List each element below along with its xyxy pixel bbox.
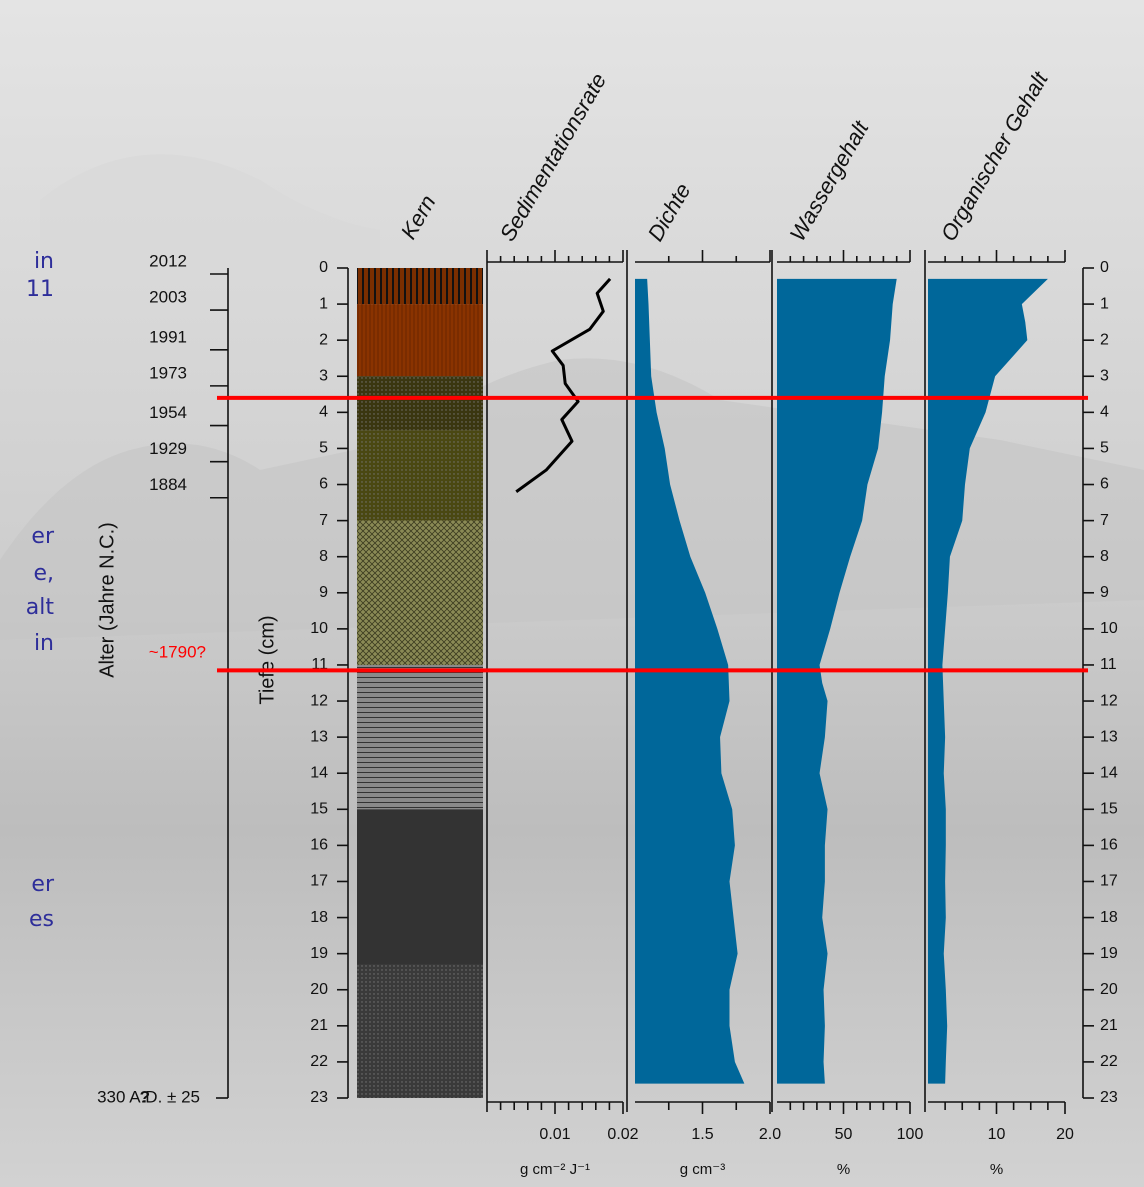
depth-tick-label: 19 bbox=[1100, 945, 1118, 962]
slide-text: in bbox=[34, 249, 54, 274]
slide-text: e, bbox=[33, 561, 54, 586]
unit-label: g cm⁻² J⁻¹ bbox=[520, 1161, 590, 1178]
core-layer-pattern bbox=[357, 964, 483, 1098]
depth-tick-label: 22 bbox=[310, 1053, 328, 1070]
unit-label: % bbox=[837, 1161, 850, 1178]
depth-tick-label: 4 bbox=[1100, 404, 1109, 421]
depth-tick-label: 13 bbox=[310, 728, 328, 745]
age-base-label: 330 A.D. ± 25 bbox=[97, 1087, 200, 1106]
depth-tick-label: 23 bbox=[310, 1089, 328, 1106]
depth-tick-label: 8 bbox=[319, 548, 328, 565]
slide-text: 11 bbox=[26, 277, 54, 302]
age-tick-label: 2003 bbox=[149, 288, 187, 307]
unit-label: % bbox=[990, 1161, 1003, 1178]
depth-tick-label: 7 bbox=[319, 512, 328, 529]
depth-tick-label: 21 bbox=[310, 1017, 328, 1034]
depth-tick-label: 16 bbox=[310, 837, 328, 854]
depth-tick-label: 10 bbox=[1100, 620, 1118, 637]
core-layer-pattern bbox=[357, 376, 483, 430]
depth-tick-label: 21 bbox=[1100, 1017, 1118, 1034]
depth-tick-label: 6 bbox=[319, 476, 328, 493]
depth-tick-label: 7 bbox=[1100, 512, 1109, 529]
depth-tick-label: 9 bbox=[1100, 584, 1109, 601]
core-layer-pattern bbox=[357, 521, 483, 665]
core-layer-pattern bbox=[357, 304, 483, 376]
slide-text: er bbox=[31, 524, 55, 549]
slide-text: es bbox=[29, 907, 54, 932]
depth-tick-label: 22 bbox=[1100, 1053, 1118, 1070]
chart: in11ere,altineres20122003199119731954192… bbox=[0, 0, 1144, 1187]
age-tick-label: 1973 bbox=[149, 363, 187, 382]
depth-tick-label: 0 bbox=[319, 259, 328, 276]
depth-tick-label: 10 bbox=[310, 620, 328, 637]
depth-tick-label: 11 bbox=[1100, 656, 1117, 673]
depth-tick-label: 2 bbox=[1100, 331, 1109, 348]
core-layer bbox=[357, 809, 483, 964]
page: {"chart_data": { "type": "stratigraphic"… bbox=[0, 0, 1144, 1187]
depth-tick-label: 12 bbox=[310, 692, 328, 709]
depth-tick-label: 16 bbox=[1100, 837, 1118, 854]
x-tick-label: 0.01 bbox=[539, 1126, 570, 1143]
age-tick-label: 1991 bbox=[149, 327, 187, 346]
age-axis-title: Alter (Jahre N.C.) bbox=[96, 522, 118, 678]
slide-text: alt bbox=[26, 595, 55, 620]
depth-tick-label: 15 bbox=[1100, 801, 1118, 818]
depth-tick-label: 19 bbox=[310, 945, 328, 962]
x-tick-label: 100 bbox=[897, 1126, 924, 1143]
slide-text: er bbox=[31, 872, 55, 897]
depth-tick-label: 2 bbox=[319, 331, 328, 348]
x-tick-label: 1.5 bbox=[691, 1126, 713, 1143]
depth-tick-label: 8 bbox=[1100, 548, 1109, 565]
core-layer-pattern bbox=[357, 665, 483, 809]
depth-tick-label: 17 bbox=[1100, 873, 1118, 890]
age-tick-label: 2012 bbox=[149, 251, 187, 270]
depth-tick-label: 5 bbox=[319, 440, 328, 457]
depth-tick-label: 4 bbox=[319, 404, 328, 421]
depth-tick-label: 20 bbox=[310, 981, 328, 998]
age-tick-label: 1929 bbox=[149, 439, 187, 458]
x-tick-label: 10 bbox=[988, 1126, 1006, 1143]
depth-tick-label: 18 bbox=[1100, 909, 1118, 926]
depth-tick-label: 20 bbox=[1100, 981, 1118, 998]
depth-tick-label: 5 bbox=[1100, 440, 1109, 457]
age-tick-label: 1884 bbox=[149, 475, 187, 494]
core-layer-pattern bbox=[357, 430, 483, 520]
depth-tick-label: 14 bbox=[1100, 764, 1118, 781]
x-tick-label: 2.0 bbox=[759, 1126, 781, 1143]
depth-tick-label: 14 bbox=[310, 764, 328, 781]
depth-tick-label: 1 bbox=[1100, 295, 1109, 312]
depth-tick-label: 18 bbox=[310, 909, 328, 926]
x-tick-label: 0.02 bbox=[607, 1126, 638, 1143]
unit-label: g cm⁻³ bbox=[680, 1161, 725, 1178]
x-tick-label: 50 bbox=[835, 1126, 853, 1143]
depth-tick-label: 15 bbox=[310, 801, 328, 818]
depth-tick-label: 1 bbox=[319, 295, 328, 312]
depth-tick-label: 12 bbox=[1100, 692, 1118, 709]
depth-tick-label: 9 bbox=[319, 584, 328, 601]
depth-tick-label: 3 bbox=[1100, 367, 1109, 384]
x-tick-label: 20 bbox=[1056, 1126, 1074, 1143]
depth-tick-label: 23 bbox=[1100, 1089, 1118, 1106]
age-estimate: ~1790? bbox=[149, 642, 206, 661]
core-layer-pattern bbox=[357, 268, 483, 304]
slide-text: in bbox=[34, 631, 54, 656]
depth-tick-label: 0 bbox=[1100, 259, 1109, 276]
depth-tick-label: 17 bbox=[310, 873, 328, 890]
depth-axis-title: Tiefe (cm) bbox=[256, 615, 278, 704]
depth-tick-label: 6 bbox=[1100, 476, 1109, 493]
depth-tick-label: 13 bbox=[1100, 728, 1118, 745]
depth-tick-label: 3 bbox=[319, 367, 328, 384]
age-tick-label: 1954 bbox=[149, 403, 187, 422]
